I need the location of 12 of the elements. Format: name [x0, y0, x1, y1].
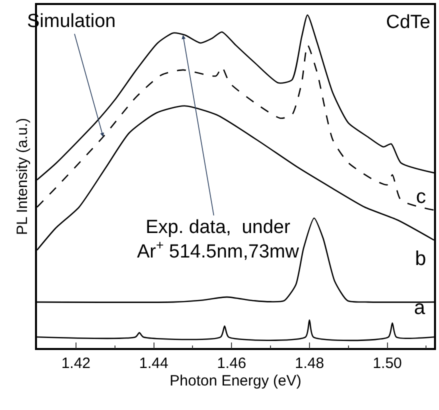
- y-axis-title: PL Intensity (a.u.): [14, 118, 31, 235]
- annotation: CdTe: [386, 12, 430, 33]
- x-tick-label: 1.50: [372, 354, 402, 372]
- x-tick-label: 1.44: [139, 354, 168, 372]
- series-label: a: [414, 297, 426, 319]
- series-label: b: [415, 248, 426, 270]
- annotation: Exp. data, under Ar$^{+}$ 514.5nm,73mw: [137, 217, 300, 263]
- x-tick-label: 1.42: [61, 354, 91, 372]
- x-tick-label: 1.46: [217, 354, 246, 372]
- x-tick-label: 1.48: [294, 354, 324, 372]
- x-axis-title: Photon Energy (eV): [170, 372, 302, 390]
- series-label: c: [416, 186, 426, 208]
